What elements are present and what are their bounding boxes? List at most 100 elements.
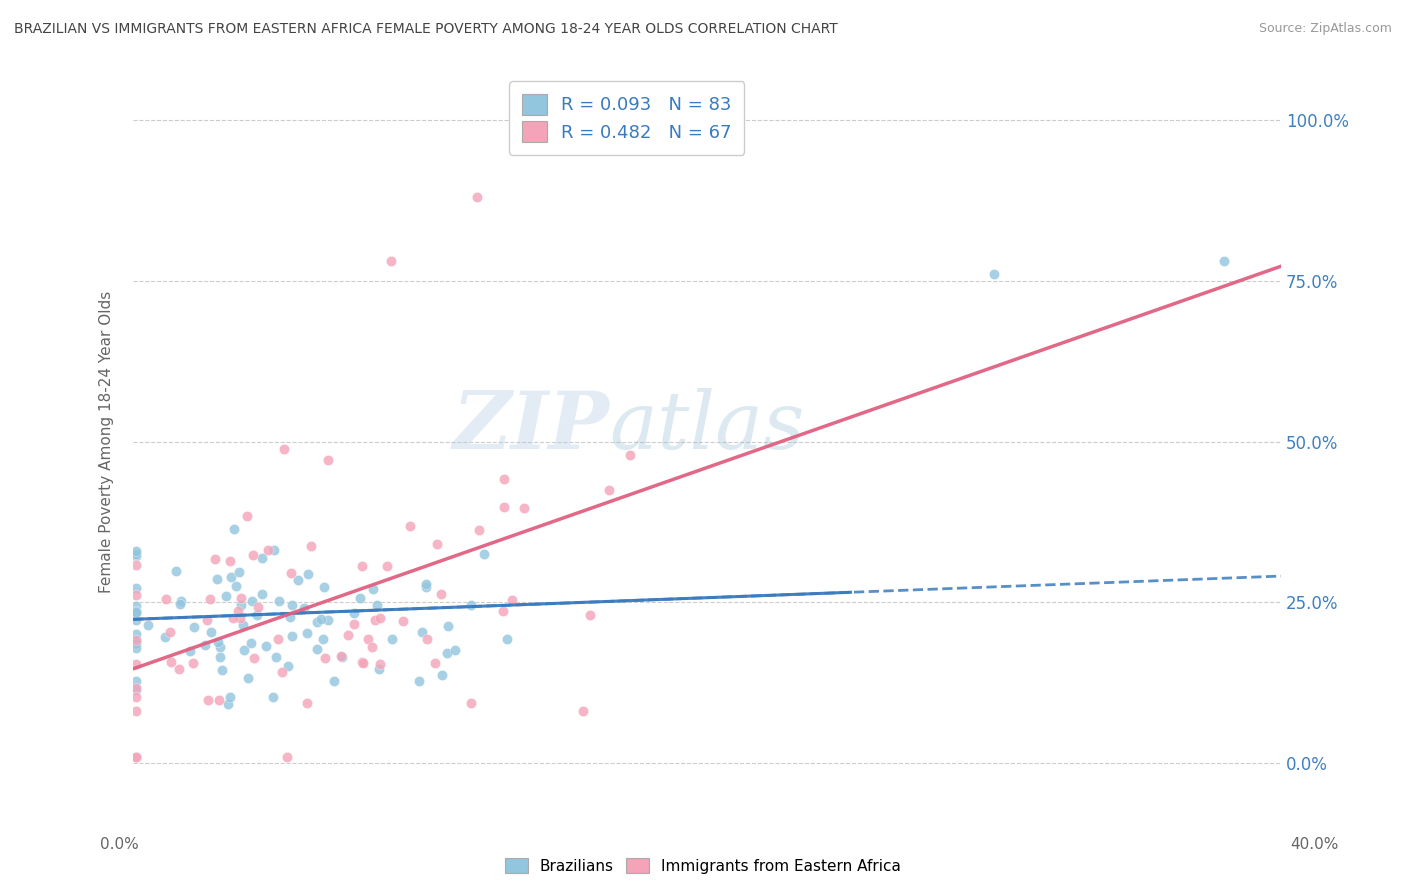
Point bbox=[125, 634, 148, 648]
Point bbox=[125, 605, 148, 619]
Point bbox=[125, 690, 148, 705]
Text: 40.0%: 40.0% bbox=[1291, 837, 1339, 852]
Text: 0.0%: 0.0% bbox=[100, 837, 139, 852]
Point bbox=[492, 500, 515, 514]
Point bbox=[278, 610, 301, 624]
Point bbox=[211, 663, 233, 677]
Point bbox=[309, 612, 332, 626]
Point bbox=[136, 618, 159, 632]
Point bbox=[215, 590, 238, 604]
Point bbox=[219, 554, 242, 568]
Point bbox=[443, 643, 465, 657]
Point bbox=[204, 552, 226, 566]
Point bbox=[243, 650, 266, 665]
Point bbox=[125, 627, 148, 641]
Point bbox=[262, 690, 284, 705]
Point bbox=[125, 604, 148, 618]
Point bbox=[205, 572, 228, 586]
Point bbox=[229, 591, 252, 605]
Point bbox=[330, 648, 353, 663]
Point bbox=[240, 594, 263, 608]
Point bbox=[297, 566, 319, 581]
Point bbox=[380, 254, 402, 268]
Point bbox=[125, 704, 148, 718]
Point bbox=[381, 632, 404, 646]
Point bbox=[598, 483, 620, 497]
Point bbox=[165, 564, 187, 578]
Point bbox=[125, 635, 148, 649]
Point bbox=[392, 614, 415, 628]
Point bbox=[221, 570, 243, 584]
Point bbox=[155, 591, 177, 606]
Point bbox=[332, 650, 354, 665]
Point bbox=[277, 658, 299, 673]
Point bbox=[415, 580, 437, 594]
Point bbox=[299, 539, 322, 553]
Point bbox=[228, 604, 250, 618]
Point bbox=[246, 608, 269, 623]
Point bbox=[236, 671, 259, 685]
Point bbox=[352, 559, 374, 574]
Point bbox=[295, 625, 318, 640]
Point bbox=[125, 587, 148, 601]
Point bbox=[352, 656, 374, 670]
Point bbox=[159, 624, 181, 639]
Text: Source: ZipAtlas.com: Source: ZipAtlas.com bbox=[1258, 22, 1392, 36]
Point bbox=[179, 644, 201, 658]
Point bbox=[208, 640, 231, 654]
Point bbox=[399, 518, 422, 533]
Point bbox=[364, 613, 387, 627]
Point bbox=[181, 656, 204, 670]
Point bbox=[125, 547, 148, 561]
Point bbox=[307, 615, 329, 629]
Point bbox=[125, 683, 148, 698]
Legend: R = 0.093   N = 83, R = 0.482   N = 67: R = 0.093 N = 83, R = 0.482 N = 67 bbox=[509, 81, 744, 154]
Point bbox=[408, 673, 430, 688]
Point bbox=[198, 591, 221, 606]
Point bbox=[170, 594, 193, 608]
Point bbox=[281, 598, 304, 612]
Point bbox=[361, 640, 384, 655]
Point bbox=[467, 190, 489, 204]
Point bbox=[368, 611, 391, 625]
Point bbox=[492, 605, 515, 619]
Point bbox=[167, 662, 190, 676]
Point bbox=[415, 577, 437, 591]
Point bbox=[125, 673, 148, 688]
Point bbox=[436, 619, 458, 633]
Y-axis label: Female Poverty Among 18-24 Year Olds: Female Poverty Among 18-24 Year Olds bbox=[100, 291, 114, 592]
Point bbox=[273, 442, 295, 456]
Point bbox=[496, 632, 519, 646]
Point bbox=[267, 594, 290, 608]
Point bbox=[209, 650, 232, 665]
Point bbox=[125, 582, 148, 596]
Point bbox=[305, 642, 328, 657]
Point bbox=[208, 693, 231, 707]
Point bbox=[425, 537, 447, 551]
Point bbox=[468, 523, 491, 537]
Point bbox=[352, 656, 374, 670]
Text: ZIP: ZIP bbox=[453, 388, 609, 466]
Point bbox=[200, 624, 222, 639]
Point bbox=[221, 611, 243, 625]
Point bbox=[343, 606, 366, 620]
Point bbox=[236, 508, 259, 523]
Point bbox=[225, 579, 247, 593]
Point bbox=[375, 559, 398, 574]
Point bbox=[578, 607, 600, 622]
Point bbox=[513, 500, 536, 515]
Point bbox=[416, 632, 439, 646]
Point bbox=[368, 657, 391, 672]
Point bbox=[287, 573, 309, 587]
Point bbox=[264, 650, 287, 665]
Point bbox=[366, 598, 388, 612]
Point bbox=[228, 566, 250, 580]
Point bbox=[125, 614, 148, 628]
Point bbox=[257, 542, 280, 557]
Point bbox=[430, 587, 453, 601]
Point bbox=[155, 630, 177, 644]
Point bbox=[411, 625, 433, 640]
Point bbox=[276, 749, 298, 764]
Text: BRAZILIAN VS IMMIGRANTS FROM EASTERN AFRICA FEMALE POVERTY AMONG 18-24 YEAR OLDS: BRAZILIAN VS IMMIGRANTS FROM EASTERN AFR… bbox=[14, 22, 838, 37]
Point bbox=[207, 635, 229, 649]
